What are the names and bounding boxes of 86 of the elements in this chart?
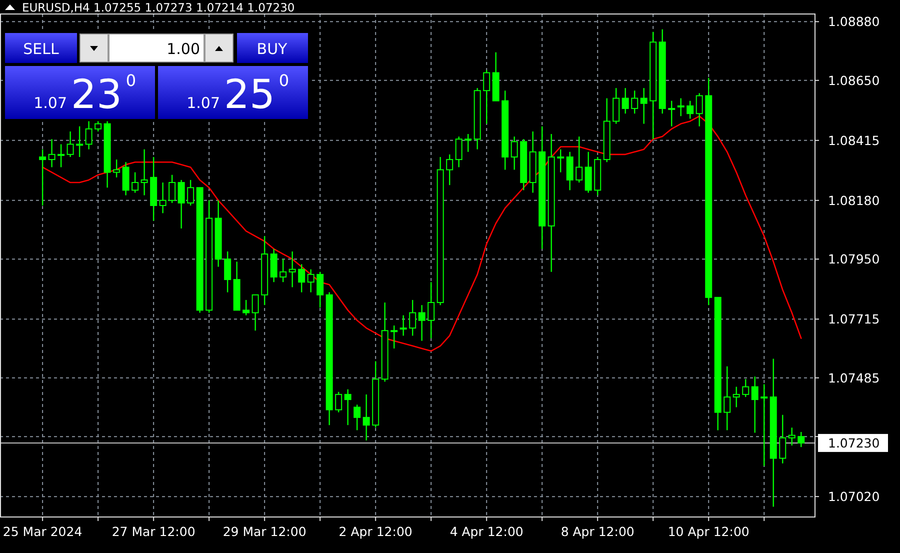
sell-button: SELL [5, 33, 77, 63]
annotation: SELL [23, 40, 60, 58]
candlestick [132, 172, 139, 194]
candlestick [455, 136, 462, 168]
candlestick [566, 151, 574, 191]
candlestick [576, 136, 583, 184]
candlestick [483, 70, 490, 124]
y-tick-label: 1.08180 [828, 192, 880, 208]
candlestick [76, 126, 84, 158]
candlestick [584, 151, 592, 194]
candlestick [557, 148, 564, 173]
annotation: 25$^{0}$ [224, 70, 290, 118]
candlestick [122, 161, 130, 196]
candlestick [788, 427, 796, 446]
candlestick [732, 386, 740, 408]
annotation: 1.00 [166, 40, 200, 58]
candlestick [612, 87, 620, 124]
candlestick [696, 92, 703, 127]
lot-field: 1.00 [108, 34, 204, 62]
candlestick [724, 366, 731, 431]
y-tick-label: 1.08880 [828, 14, 880, 30]
candlestick [677, 98, 684, 117]
x-tick-label: 2 Apr 12:00 [338, 524, 412, 539]
candlestick [252, 294, 259, 332]
candlestick [140, 148, 148, 196]
candlestick [113, 158, 120, 178]
ref-line-label: 1.07230 [828, 435, 880, 450]
candlestick [631, 90, 638, 114]
candlestick [640, 87, 648, 124]
chart-title: EURUSD,H4 1.07255 1.07273 1.07214 1.07230 [22, 0, 295, 14]
buy-price-button: 1.07 25$^{0}$ [158, 66, 308, 119]
candlestick [298, 264, 306, 293]
y-tick-label: 1.08650 [828, 72, 880, 88]
candlestick [390, 324, 398, 350]
candlestick [159, 182, 166, 214]
candlestick [760, 384, 768, 467]
candlestick [742, 378, 750, 398]
candlestick [779, 414, 786, 464]
sell-price-button: 1.07 23$^{0}$ [5, 66, 155, 119]
annotation: BUY [256, 40, 288, 58]
annotation: 1.07 [186, 94, 220, 112]
candlestick [446, 154, 454, 186]
y-tick-label: 1.07020 [828, 489, 880, 504]
buy-button: BUY [237, 33, 308, 63]
candlestick [58, 144, 65, 168]
candlestick [400, 314, 407, 336]
candlestick [66, 130, 74, 158]
annotation: 23$^{0}$ [71, 70, 136, 118]
y-tick-label: 1.07715 [828, 312, 880, 327]
x-tick-label: 4 Apr 12:00 [450, 524, 524, 539]
x-tick-label: 27 Mar 12:00 [112, 524, 196, 539]
candlestick [409, 299, 416, 336]
y-tick-label: 1.08415 [828, 132, 880, 148]
candlestick [354, 404, 361, 431]
annotation: 1.07 [34, 94, 67, 112]
y-tick-label: 1.07950 [828, 252, 880, 267]
candlestick [242, 299, 250, 316]
candlestick [270, 248, 278, 283]
x-tick-label: 29 Mar 12:00 [222, 524, 306, 539]
candlestick [39, 148, 46, 206]
x-tick-label: 8 Apr 12:00 [560, 524, 634, 539]
candlestick [316, 271, 324, 308]
candlestick [418, 304, 426, 342]
candlestick [288, 250, 296, 288]
candlestick [224, 250, 232, 293]
line-series [42, 115, 802, 352]
candlestick [307, 268, 314, 293]
candlestick [464, 133, 472, 152]
candlestick [622, 87, 629, 114]
candlestick [280, 258, 287, 283]
candlestick [187, 179, 194, 206]
candlestick [168, 174, 176, 204]
candlestick [428, 281, 435, 339]
x-tick-label: 10 Apr 12:00 [668, 524, 750, 539]
candlestick [362, 394, 370, 441]
candlestick [178, 179, 185, 230]
candlestick [668, 100, 676, 127]
candlestick [344, 388, 352, 426]
candlestick [798, 431, 805, 448]
candlestick [686, 100, 694, 120]
x-tick-label: 25 Mar 2024 [2, 524, 82, 539]
y-tick-label: 1.07485 [828, 370, 880, 386]
candlestick [335, 391, 342, 413]
candlestick [751, 376, 758, 434]
candlestick [510, 136, 518, 170]
candlestick [48, 138, 56, 168]
